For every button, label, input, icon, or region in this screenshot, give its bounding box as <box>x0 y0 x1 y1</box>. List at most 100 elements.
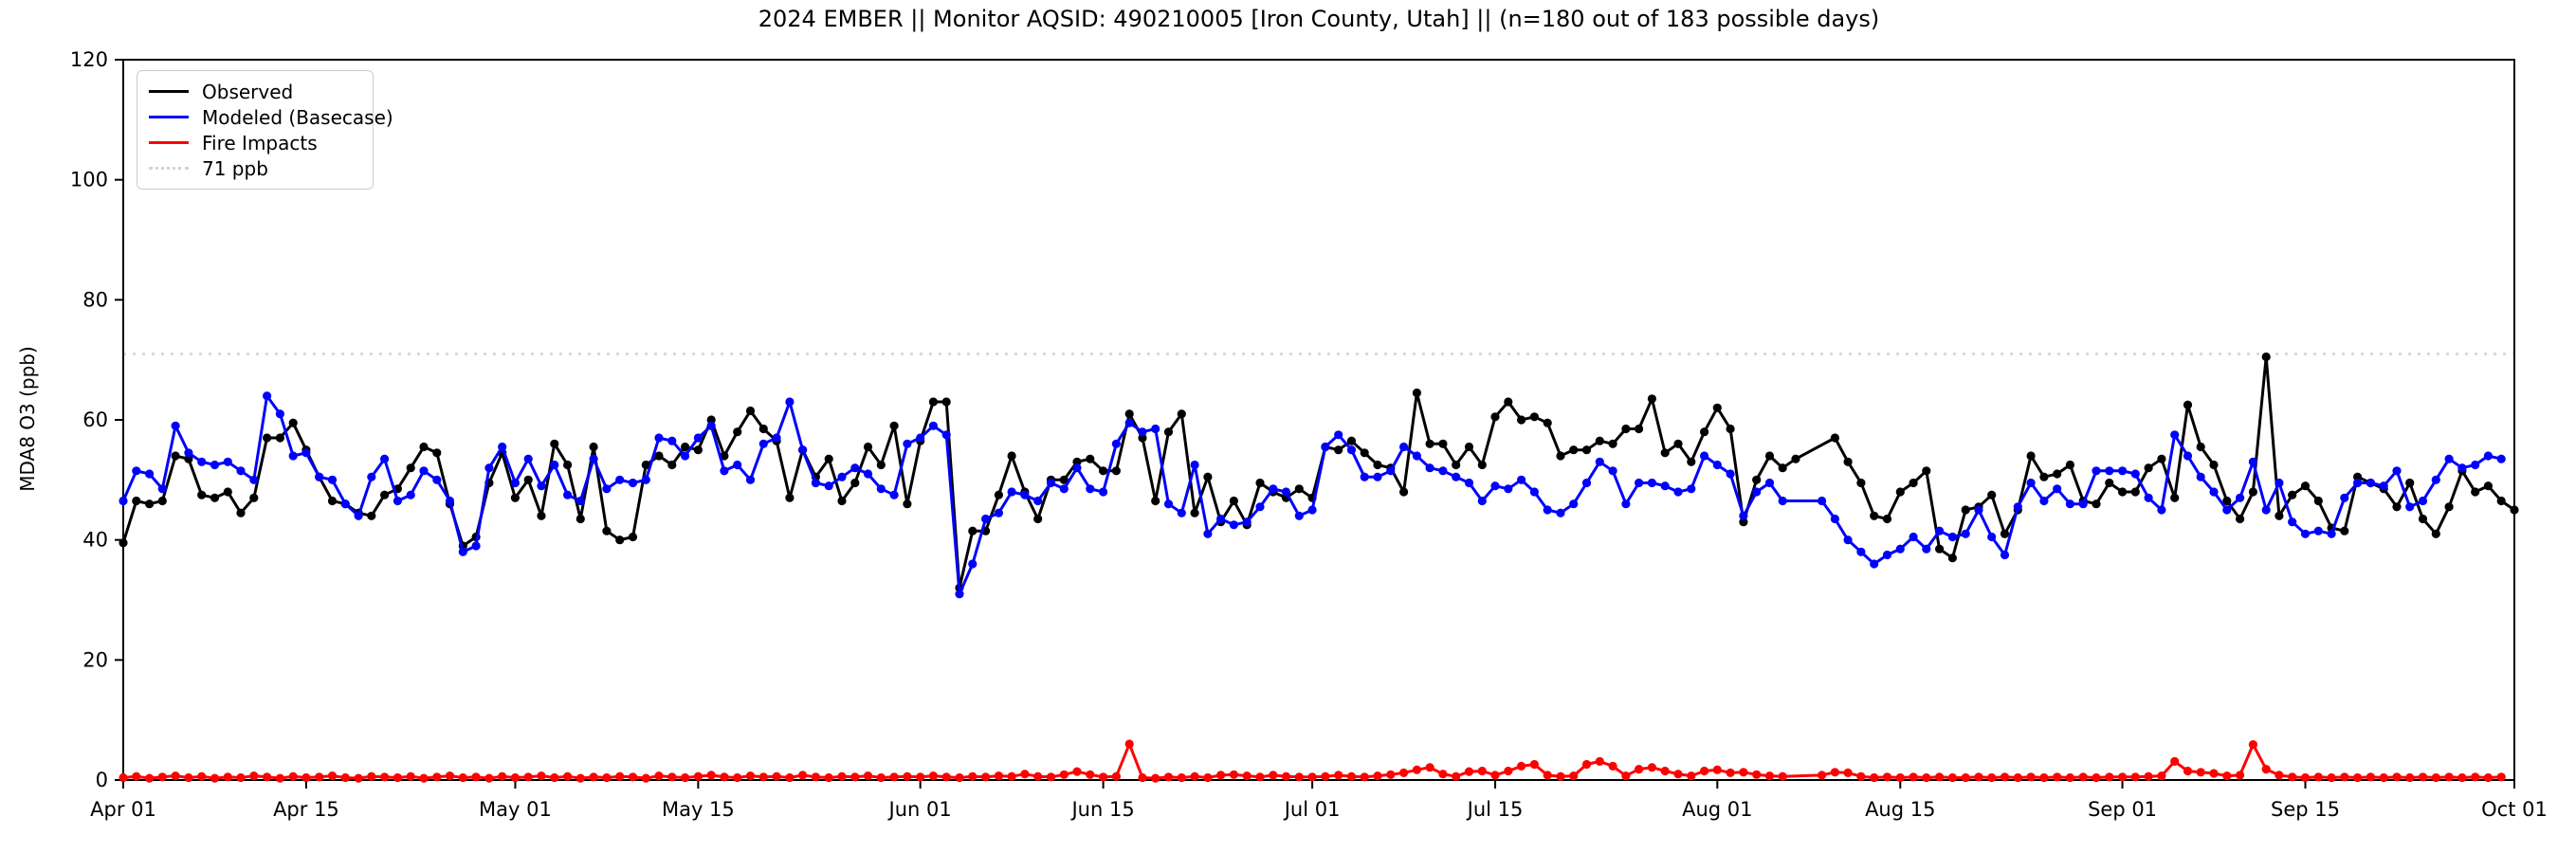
modeled-basecase-point <box>2366 478 2375 488</box>
observed-point <box>523 475 533 484</box>
x-tick-label: Jul 15 <box>1466 798 1524 821</box>
modeled-basecase-point <box>981 514 991 524</box>
observed-point <box>1334 445 1343 455</box>
fire-impacts-point <box>406 771 415 781</box>
modeled-basecase-point <box>2026 478 2036 488</box>
observed-point <box>2130 487 2140 497</box>
observed-point <box>758 424 768 434</box>
modeled-basecase-point <box>1007 487 1016 497</box>
fire-impacts-point <box>785 772 795 783</box>
observed-point <box>327 496 338 506</box>
observed-point <box>1870 511 1879 520</box>
fire-impacts-point <box>1569 771 1579 781</box>
observed-point <box>197 490 207 499</box>
observed-point <box>667 460 677 470</box>
modeled-basecase-point <box>2313 526 2323 535</box>
fire-impacts-point <box>2261 765 2271 774</box>
modeled-basecase-point <box>706 421 716 430</box>
modeled-basecase-point <box>602 484 612 494</box>
observed-point <box>1739 517 1748 527</box>
fire-impacts-point <box>693 771 703 781</box>
observed-point <box>2288 490 2297 499</box>
observed-point <box>2105 478 2114 488</box>
fire-impacts-point <box>1059 770 1069 779</box>
observed-point <box>2026 451 2036 461</box>
observed-point <box>1464 442 1474 452</box>
modeled-basecase-point <box>1321 442 1330 452</box>
observed-point <box>2510 505 2519 515</box>
modeled-basecase-point <box>380 454 390 463</box>
fire-impacts-point <box>1477 766 1487 776</box>
modeled-basecase-point <box>1556 508 1565 517</box>
fire-impacts-point <box>575 773 585 783</box>
fire-impacts-point <box>850 772 860 782</box>
fire-impacts-point <box>1909 772 1918 782</box>
fire-impacts-point <box>2379 772 2388 783</box>
modeled-basecase-point <box>1242 517 1251 527</box>
fire-impacts-point <box>1556 771 1565 781</box>
observed-point <box>1660 448 1670 458</box>
observed-point <box>994 490 1003 499</box>
fire-impacts-point <box>733 772 742 783</box>
plot-border <box>122 59 2515 781</box>
fire-impacts-point <box>824 772 833 783</box>
modeled-basecase-point <box>275 409 284 419</box>
fire-impacts-point <box>1163 772 1174 782</box>
modeled-basecase-point <box>1543 505 1552 515</box>
observed-point <box>1712 403 1722 412</box>
x-tick-label: Aug 01 <box>1682 798 1752 821</box>
fire-impacts-point <box>1895 772 1905 783</box>
observed-point <box>733 427 742 437</box>
modeled-basecase-point <box>1922 544 1931 554</box>
fire-impacts-point <box>798 771 808 780</box>
fire-impacts-point <box>1608 761 1617 771</box>
observed-point <box>2196 442 2205 452</box>
fire-impacts-point <box>1255 772 1265 782</box>
fire-impacts-point <box>301 772 311 783</box>
fire-impacts-point <box>157 772 167 782</box>
modeled-basecase-point <box>498 442 507 452</box>
observed-point <box>1830 433 1839 443</box>
fire-impacts-point <box>1177 772 1186 783</box>
modeled-basecase-point <box>1635 478 1644 488</box>
modeled-basecase-point <box>2288 517 2297 527</box>
fire-impacts-point <box>432 772 442 782</box>
fire-impacts-point <box>1412 765 1421 774</box>
observed-point <box>1635 424 1644 434</box>
fire-impacts-point <box>2170 756 2180 767</box>
x-tick-label: May 15 <box>662 798 735 821</box>
observed-point <box>1190 508 1199 517</box>
modeled-basecase-point <box>236 466 246 476</box>
modeled-basecase-point <box>1764 478 1775 488</box>
modeled-basecase-point <box>1882 550 1892 560</box>
modeled-basecase-point <box>2353 478 2363 488</box>
modeled-basecase-point <box>1490 481 1500 491</box>
fire-line-swatch <box>149 141 189 144</box>
y-tick-label: 40 <box>82 529 108 552</box>
fire-impacts-point <box>484 773 494 783</box>
observed-point <box>171 451 180 461</box>
modeled-basecase-point <box>837 472 847 481</box>
fire-impacts-point <box>2144 771 2153 781</box>
observed-point <box>1255 478 1265 488</box>
observed-point <box>263 433 272 443</box>
observed-point <box>367 511 376 520</box>
fire-impacts-point <box>981 772 991 782</box>
modeled-basecase-point <box>145 469 155 479</box>
fire-impacts-point <box>1726 768 1735 778</box>
fire-impacts-point <box>667 772 677 782</box>
observed-point <box>1856 478 1866 488</box>
modeled-basecase-point <box>157 484 167 494</box>
observed-point <box>1059 475 1069 484</box>
observed-point <box>968 526 977 535</box>
fire-impacts-point <box>2431 772 2440 783</box>
modeled-basecase-point <box>1529 487 1539 497</box>
observed-point <box>1529 412 1539 422</box>
modeled-basecase-point <box>537 481 546 491</box>
fire-impacts-point <box>1856 771 1866 781</box>
observed-line-swatch <box>149 90 189 93</box>
modeled-basecase-point <box>1961 529 1970 538</box>
observed-point <box>550 439 559 448</box>
modeled-basecase-point <box>2183 451 2193 461</box>
